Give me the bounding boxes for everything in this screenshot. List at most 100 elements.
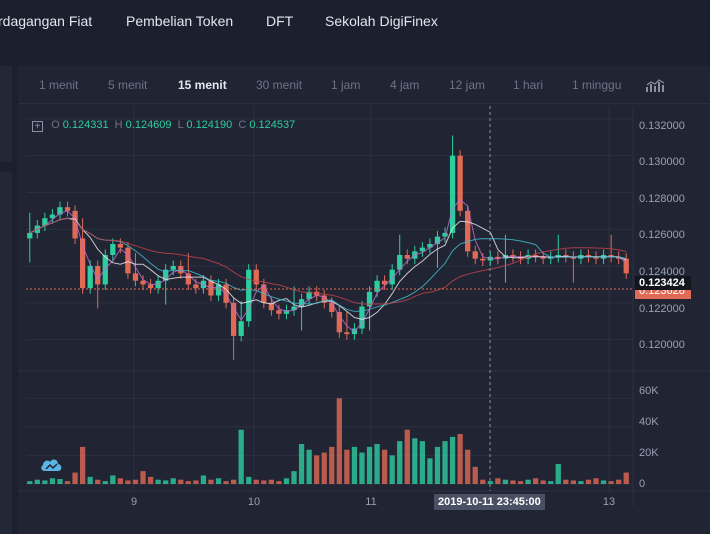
candle-body: [389, 269, 395, 285]
candle-body: [381, 280, 388, 285]
volume-bar: [230, 479, 237, 484]
interval-12-hours[interactable]: 12 jam: [449, 78, 486, 92]
candle-body: [193, 284, 199, 289]
candle-body: [404, 254, 410, 259]
candle-body: [427, 243, 433, 248]
volume-bar: [72, 472, 78, 484]
candle-body: [87, 266, 93, 289]
volume-bar: [555, 464, 561, 484]
volume-bar: [608, 481, 614, 484]
volume-bar: [359, 452, 365, 484]
nav-digifinex-school[interactable]: Sekolah DigiFinex: [325, 13, 438, 29]
candle-body: [246, 269, 252, 322]
volume-bar: [238, 429, 244, 484]
interval-1-minute[interactable]: 1 menit: [39, 78, 79, 92]
volume-bar: [457, 434, 463, 484]
interval-15-minutes[interactable]: 15 menit: [178, 78, 227, 92]
volume-bar: [404, 429, 410, 484]
volume-bar: [548, 481, 554, 484]
volume-bar: [321, 452, 327, 484]
volume-bar: [532, 478, 539, 484]
top-navigation: rdagangan Fiat Pembelian Token DFT Sekol…: [0, 0, 710, 48]
volume-bar: [42, 480, 48, 484]
candle-body: [532, 254, 539, 257]
volume-bar: [298, 444, 305, 484]
y-tick-label: 0.132000: [639, 120, 685, 132]
volume-bar: [351, 446, 358, 484]
cloud-logo-icon: [41, 459, 62, 471]
interval-1-week[interactable]: 1 minggu: [572, 78, 622, 92]
candle-body: [457, 155, 463, 211]
candle-body: [585, 254, 592, 257]
price-chart[interactable]: [18, 66, 710, 534]
y-tick-label: 0.130000: [639, 156, 685, 168]
candle-body: [253, 269, 259, 285]
expand-plus-icon[interactable]: +: [32, 121, 43, 132]
moving-average-line: [29, 217, 627, 305]
candle-body: [57, 207, 63, 215]
nav-dft[interactable]: DFT: [266, 13, 294, 29]
y-tick-label: 0.124000: [639, 266, 685, 278]
volume-bar: [283, 478, 290, 484]
candle-body: [170, 266, 176, 270]
volume-bar: [389, 455, 395, 484]
candle-body: [359, 306, 365, 329]
volume-bar: [117, 478, 124, 484]
candle-body: [616, 256, 622, 259]
candle-body: [276, 310, 282, 314]
candle-body: [366, 291, 373, 307]
volume-bar: [27, 481, 33, 484]
interval-4-hours[interactable]: 4 jam: [390, 78, 420, 92]
volume-bar: [178, 479, 184, 484]
volume-bar: [510, 480, 516, 484]
candle-body: [623, 258, 629, 274]
interval-1-day[interactable]: 1 hari: [513, 78, 544, 92]
candle-body: [397, 254, 403, 270]
volume-bar: [132, 479, 139, 484]
candle-body: [570, 256, 577, 259]
volume-bar: [147, 476, 154, 484]
volume-bar: [34, 479, 40, 484]
candle-body: [374, 280, 380, 292]
nav-fiat-trading[interactable]: rdagangan Fiat: [0, 13, 93, 29]
candle-body: [72, 210, 78, 239]
volume-bar: [623, 472, 629, 484]
volume-bar: [397, 441, 403, 484]
volume-bar: [449, 436, 456, 484]
candle-body: [27, 232, 33, 239]
volume-bar: [442, 441, 448, 484]
volume-bar: [87, 476, 93, 484]
x-tick-label: 9: [130, 496, 138, 508]
volume-tick-label: 0: [639, 478, 646, 490]
volume-bar: [193, 480, 199, 484]
candle-body: [102, 254, 108, 285]
y-tick-label: 0.126000: [639, 229, 685, 241]
indicator-chart-icon[interactable]: [646, 78, 666, 94]
candle-body: [540, 256, 546, 259]
volume-bar: [616, 479, 622, 484]
volume-bar: [578, 481, 584, 484]
moving-average-line: [29, 217, 627, 312]
interval-1-hour[interactable]: 1 jam: [331, 78, 361, 92]
volume-tick-label: 60K: [639, 385, 659, 397]
candle-body: [117, 243, 124, 248]
candle-body: [185, 273, 191, 285]
candle-body: [298, 299, 305, 307]
nav-token-purchase[interactable]: Pembelian Token: [126, 13, 234, 29]
candle-body: [510, 254, 516, 257]
interval-5-minutes[interactable]: 5 menit: [108, 78, 148, 92]
candle-body: [329, 302, 335, 313]
x-tick-label: 11: [365, 496, 377, 508]
volume-bar: [125, 480, 131, 484]
candle-body: [434, 236, 441, 244]
volume-bar: [314, 455, 320, 484]
volume-bar: [170, 478, 176, 484]
volume-bar: [276, 481, 282, 484]
interval-toolbar: 1 menit 5 menit 15 menit 30 menit 1 jam …: [18, 66, 710, 104]
candle-body: [42, 218, 48, 226]
volume-bars: [27, 398, 629, 484]
interval-30-minutes[interactable]: 30 menit: [256, 78, 303, 92]
volume-bar: [472, 466, 478, 484]
close-value: 0.124537: [249, 119, 296, 131]
candle-body: [495, 256, 501, 259]
